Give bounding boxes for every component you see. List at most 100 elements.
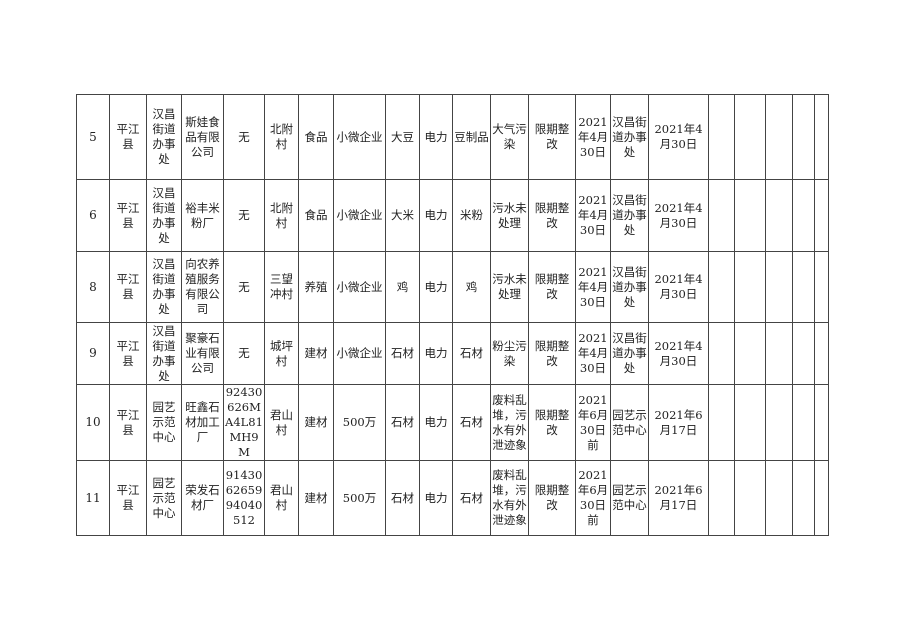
cell-measure: 限期整改 [528,251,576,323]
cell-responsible-unit: 园艺示范中心 [610,460,649,536]
cell-deadline: 2021年4月30日 [575,179,611,252]
cell-township: 汉昌街道办事处 [146,322,182,385]
cell-county: 平江县 [109,251,147,323]
cell-measure: 限期整改 [528,94,576,180]
cell-energy: 电力 [419,460,453,536]
cell-village: 城坪村 [264,322,299,385]
cell-product: 石材 [452,384,491,461]
cell-extra-5 [814,384,829,461]
cell-energy: 电力 [419,384,453,461]
cell-extra-5 [814,460,829,536]
enterprise-table: 5 平江县 汉昌街道办事处 斯娃食品有限公司无北附村 食品 小微企业 大豆 电力 豆制品 大气污染… [76,94,829,536]
table-row: 8 平江县 汉昌街道办事处 向农养殖服务有限公司无三望冲村 养殖 小微企业鸡电力鸡污水未处… [76,251,829,323]
cell-responsible-unit: 汉昌街道办事处 [610,251,649,323]
cell-extra-3 [765,94,793,180]
cell-township: 汉昌街道办事处 [146,251,182,323]
cell-industry: 建材 [298,460,334,536]
cell-township: 园艺示范中心 [146,384,182,461]
cell-product: 豆制品 [452,94,491,180]
cell-deadline: 2021年6月30日前 [575,460,611,536]
table-row: 5 平江县 汉昌街道办事处 斯娃食品有限公司无北附村 食品 小微企业 大豆 电力 豆制品 大气污染… [76,94,829,180]
cell-extra-1 [708,94,735,180]
cell-extra-1 [708,251,735,323]
table-row: 6 平江县 汉昌街道办事处 裕丰米粉厂无北附村 食品 小微企业 大米 电力 米粉 污水未处理 限期整… [76,179,829,252]
cell-county: 平江县 [109,94,147,180]
table-row: 10 平江县 园艺示范中心 旺鑫石材加工厂 92430626MA4L81MH9M 君山村建… [76,384,829,461]
cell-row-number: 6 [76,179,110,252]
cell-product: 米粉 [452,179,491,252]
cell-extra-4 [792,384,815,461]
cell-extra-4 [792,251,815,323]
cell-township: 汉昌街道办事处 [146,94,182,180]
cell-county: 平江县 [109,460,147,536]
cell-extra-3 [765,384,793,461]
cell-responsible-unit: 汉昌街道办事处 [610,179,649,252]
cell-village: 北附村 [264,179,299,252]
cell-enterprise-name: 聚豪石业有限公司 [181,322,224,385]
cell-row-number: 9 [76,322,110,385]
cell-extra-1 [708,179,735,252]
cell-village: 北附村 [264,94,299,180]
cell-measure: 限期整改 [528,460,576,536]
cell-extra-5 [814,322,829,385]
cell-extra-5 [814,179,829,252]
cell-county: 平江县 [109,322,147,385]
cell-extra-1 [708,322,735,385]
cell-industry: 建材 [298,384,334,461]
cell-village: 君山村 [264,460,299,536]
cell-energy: 电力 [419,322,453,385]
cell-extra-3 [765,322,793,385]
cell-completion-date: 2021年4月30日 [648,179,709,252]
cell-village: 君山村 [264,384,299,461]
cell-county: 平江县 [109,384,147,461]
cell-measure: 限期整改 [528,322,576,385]
cell-raw-material: 鸡 [385,251,420,323]
cell-completion-date: 2021年4月30日 [648,251,709,323]
cell-problem: 废料乱堆，污水有外泄迹象 [490,460,529,536]
cell-extra-1 [708,384,735,461]
cell-credit-code: 无 [223,251,265,323]
cell-industry: 建材 [298,322,334,385]
cell-extra-4 [792,322,815,385]
cell-row-number: 11 [76,460,110,536]
cell-measure: 限期整改 [528,179,576,252]
cell-scale: 小微企业 [333,251,386,323]
table-row: 9 平江县 汉昌街道办事处 聚豪石业有限公司无城坪村 建材 小微企业 石材 电力 石材 粉尘污染限… [76,322,829,385]
cell-credit-code: 92430626MA4L81MH9M [223,384,265,461]
cell-extra-2 [734,94,766,180]
cell-problem: 污水未处理 [490,179,529,252]
table-row: 11 平江县 园艺示范中心 荣发石材厂 914306265994040512 君山村 建材 5… [76,460,829,536]
cell-extra-4 [792,94,815,180]
cell-raw-material: 大豆 [385,94,420,180]
cell-problem: 粉尘污染 [490,322,529,385]
cell-measure: 限期整改 [528,384,576,461]
cell-energy: 电力 [419,94,453,180]
cell-enterprise-name: 斯娃食品有限公司 [181,94,224,180]
cell-credit-code: 无 [223,94,265,180]
cell-industry: 食品 [298,94,334,180]
cell-extra-3 [765,460,793,536]
cell-problem: 大气污染 [490,94,529,180]
cell-row-number: 5 [76,94,110,180]
cell-extra-2 [734,460,766,536]
cell-energy: 电力 [419,179,453,252]
cell-extra-5 [814,94,829,180]
cell-industry: 食品 [298,179,334,252]
cell-raw-material: 石材 [385,460,420,536]
cell-raw-material: 石材 [385,322,420,385]
cell-credit-code: 914306265994040512 [223,460,265,536]
cell-extra-2 [734,179,766,252]
cell-extra-3 [765,251,793,323]
cell-deadline: 2021年4月30日 [575,322,611,385]
cell-enterprise-name: 裕丰米粉厂 [181,179,224,252]
cell-scale: 500万 [333,384,386,461]
cell-problem: 污水未处理 [490,251,529,323]
cell-credit-code: 无 [223,322,265,385]
cell-enterprise-name: 荣发石材厂 [181,460,224,536]
cell-raw-material: 石材 [385,384,420,461]
cell-extra-1 [708,460,735,536]
cell-row-number: 8 [76,251,110,323]
cell-completion-date: 2021年6月17日 [648,384,709,461]
cell-deadline: 2021年6月30日前 [575,384,611,461]
cell-township: 园艺示范中心 [146,460,182,536]
